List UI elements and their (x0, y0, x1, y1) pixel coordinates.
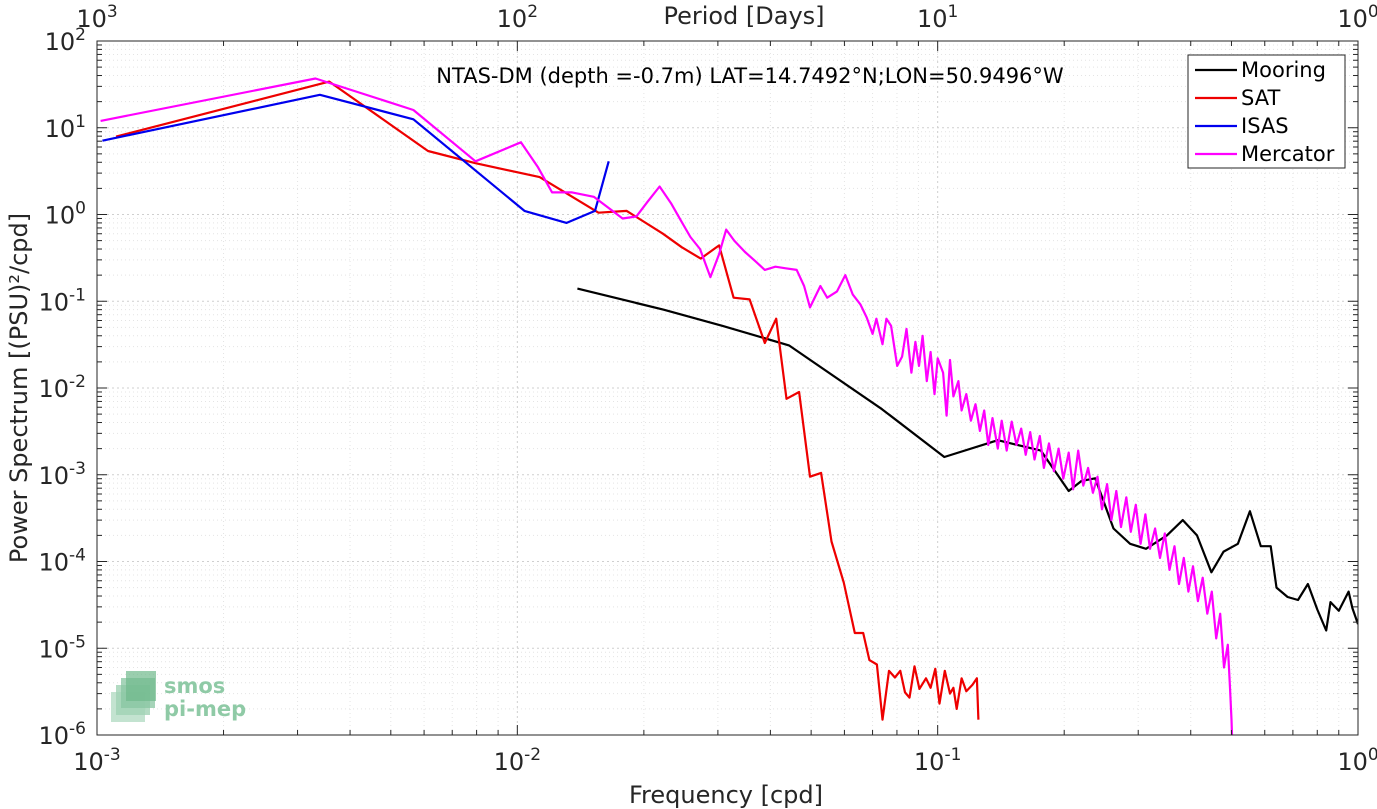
y-tick-label: 10-5 (39, 632, 87, 663)
series-line-mercator (100, 77, 1234, 735)
series-line-sat (115, 80, 980, 721)
y-tick-label: 10-6 (39, 719, 87, 750)
x-tick-label: 100 (1337, 745, 1377, 776)
y-tick-label: 10-4 (39, 546, 87, 577)
y-tick-label: 10-2 (39, 372, 87, 403)
x-tick-labels: 10-3 10-2 10-1 100 (73, 745, 1377, 776)
top-tick-label: 101 (917, 2, 958, 33)
x-tick-label: 10-1 (914, 745, 962, 776)
top-tick-label: 102 (497, 2, 538, 33)
legend-label-mooring: Mooring (1241, 58, 1326, 82)
legend[interactable]: Mooring SAT ISAS Mercator (1187, 54, 1346, 169)
tick-marks (96, 41, 1358, 736)
smos-pi-mep-logo: smos pi-mep (111, 671, 246, 722)
y-tick-label: 100 (45, 199, 86, 230)
series-line-isas (102, 93, 610, 224)
top-axis-title: Period [Days] (663, 2, 824, 30)
logo-line-smos: smos (164, 674, 225, 698)
x-axis-title: Frequency [cpd] (629, 781, 823, 809)
series-line-mooring (577, 287, 1358, 632)
x-tick-label: 10-3 (73, 745, 121, 776)
legend-label-mercator: Mercator (1241, 142, 1335, 166)
y-tick-label: 10-3 (39, 459, 87, 490)
top-tick-label: 100 (1337, 2, 1377, 33)
y-axis-title: Power Spectrum [(PSU)²/cpd] (5, 213, 33, 563)
chart-title: NTAS-DM (depth =-0.7m) LAT=14.7492°N;LON… (436, 64, 1064, 88)
y-tick-label: 101 (45, 112, 86, 143)
legend-label-isas: ISAS (1241, 114, 1289, 138)
y-tick-label: 102 (45, 25, 86, 56)
series-layer (100, 77, 1358, 735)
legend-label-sat: SAT (1241, 86, 1280, 110)
y-tick-labels: 102 101 100 10-1 10-2 10-3 10-4 10-5 10-6 (39, 25, 87, 750)
top-tick-label: 103 (76, 2, 117, 33)
logo-line-pi-mep: pi-mep (164, 697, 246, 721)
legend-box (1187, 54, 1346, 169)
y-tick-label: 10-1 (39, 285, 87, 316)
top-tick-labels: 103 102 101 100 (76, 2, 1377, 33)
x-tick-label: 10-2 (494, 745, 542, 776)
